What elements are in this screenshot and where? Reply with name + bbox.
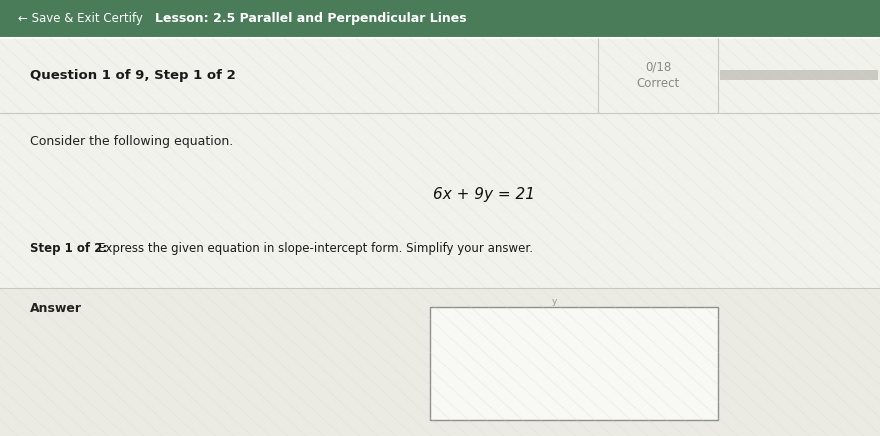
- FancyBboxPatch shape: [0, 288, 880, 436]
- Text: 0/18: 0/18: [645, 61, 671, 74]
- Text: Question 1 of 9, Step 1 of 2: Question 1 of 9, Step 1 of 2: [30, 69, 236, 82]
- Text: y: y: [551, 297, 557, 307]
- FancyBboxPatch shape: [0, 38, 880, 436]
- Text: ← Save & Exit Certify: ← Save & Exit Certify: [18, 13, 143, 25]
- Text: Correct: Correct: [636, 77, 679, 90]
- Text: Lesson: 2.5 Parallel and Perpendicular Lines: Lesson: 2.5 Parallel and Perpendicular L…: [155, 13, 466, 25]
- FancyBboxPatch shape: [0, 38, 880, 113]
- Text: 6x + 9y = 21: 6x + 9y = 21: [433, 187, 535, 202]
- Text: Answer: Answer: [30, 302, 82, 314]
- FancyBboxPatch shape: [0, 113, 880, 288]
- FancyBboxPatch shape: [720, 71, 878, 81]
- Text: Consider the following equation.: Consider the following equation.: [30, 134, 233, 147]
- FancyBboxPatch shape: [430, 307, 718, 420]
- Text: Express the given equation in slope-intercept form. Simplify your answer.: Express the given equation in slope-inte…: [98, 242, 533, 255]
- FancyBboxPatch shape: [0, 0, 880, 38]
- Text: Step 1 of 2:: Step 1 of 2:: [30, 242, 107, 255]
